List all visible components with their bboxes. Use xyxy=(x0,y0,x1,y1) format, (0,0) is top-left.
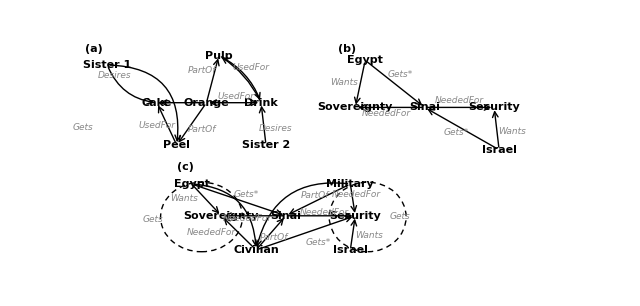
Text: (c): (c) xyxy=(177,162,193,172)
Text: Sister 1: Sister 1 xyxy=(83,60,131,70)
Text: Military: Military xyxy=(326,179,374,189)
Text: UsedFor: UsedFor xyxy=(232,63,269,72)
Text: Peel: Peel xyxy=(163,140,190,150)
Text: PartOf: PartOf xyxy=(259,233,287,242)
Text: Gets: Gets xyxy=(390,212,410,222)
Text: Gets*: Gets* xyxy=(387,70,413,79)
Text: Wants: Wants xyxy=(330,78,358,87)
Text: NeededFor: NeededFor xyxy=(223,214,272,223)
Text: NeededFor: NeededFor xyxy=(187,228,236,237)
Text: Security: Security xyxy=(330,211,381,221)
Text: Drink: Drink xyxy=(244,98,278,108)
Text: Desires: Desires xyxy=(98,71,132,80)
Text: Gets*: Gets* xyxy=(305,238,331,247)
Text: Gets*: Gets* xyxy=(234,190,259,199)
Text: Israel: Israel xyxy=(482,145,516,155)
Text: Sovereignty: Sovereignty xyxy=(317,103,393,112)
Text: Orange: Orange xyxy=(184,98,229,108)
Text: Civilian: Civilian xyxy=(233,245,279,255)
Text: Wants: Wants xyxy=(499,127,527,136)
Text: Sovereignty: Sovereignty xyxy=(184,211,259,221)
Text: Desires: Desires xyxy=(259,124,292,132)
Text: Sinai: Sinai xyxy=(271,211,301,221)
Text: Sister 2: Sister 2 xyxy=(242,140,290,150)
Text: UsedFor: UsedFor xyxy=(138,121,175,129)
Text: UsedFor: UsedFor xyxy=(218,92,255,101)
Text: Pulp: Pulp xyxy=(205,50,233,61)
Text: NeededFor: NeededFor xyxy=(362,109,411,118)
Text: NeededFor: NeededFor xyxy=(332,190,381,199)
Text: Wants: Wants xyxy=(355,231,383,240)
Text: (b): (b) xyxy=(338,44,356,54)
Text: PartOf: PartOf xyxy=(188,66,216,75)
Text: Cake: Cake xyxy=(141,98,172,108)
Text: PartOf: PartOf xyxy=(301,191,330,200)
Text: Israel: Israel xyxy=(333,245,368,255)
Text: Sinai: Sinai xyxy=(410,103,440,112)
Text: NeededFor: NeededFor xyxy=(435,96,484,105)
Text: NeededFor: NeededFor xyxy=(300,208,349,217)
Text: (a): (a) xyxy=(85,44,102,54)
Text: Wants: Wants xyxy=(170,194,198,203)
Text: Egypt: Egypt xyxy=(173,179,209,189)
Text: Egypt: Egypt xyxy=(348,55,383,65)
Text: Gets: Gets xyxy=(72,123,93,132)
Text: Gets*: Gets* xyxy=(444,128,468,137)
Text: Security: Security xyxy=(468,103,520,112)
Text: PartOf: PartOf xyxy=(188,125,216,134)
Text: Gets: Gets xyxy=(143,215,164,224)
